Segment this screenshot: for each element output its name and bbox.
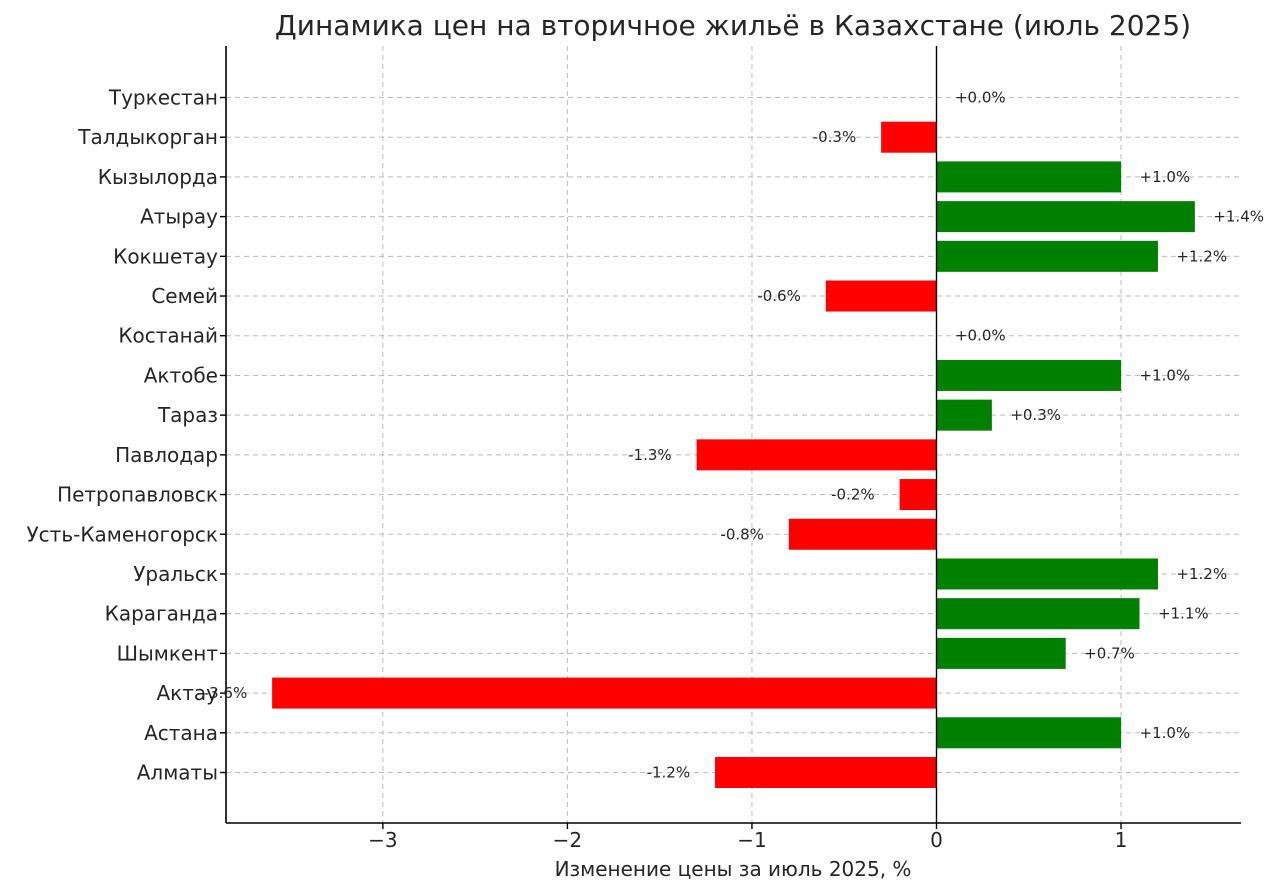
y-tick-label: Уральск [133, 562, 218, 586]
bar [936, 161, 1122, 193]
data-label: -0.3% [813, 128, 857, 146]
bar [881, 121, 937, 153]
x-tick-label: −3 [368, 828, 397, 852]
data-labels: +0.0% -0.3% +1.0% +1.4% +1.2% -0.6% +0.0% +1.0%… [204, 89, 1264, 782]
y-tick-label: Актау [156, 681, 218, 705]
y-tick-label: Кызылорда [98, 165, 218, 189]
y-tick-label: Костанай [118, 324, 218, 348]
x-tick-label: 1 [1115, 828, 1128, 852]
x-tick-label: 0 [930, 828, 943, 852]
x-axis-label: Изменение цены за июль 2025, % [555, 857, 912, 881]
bar [715, 757, 937, 788]
data-label: +0.0% [955, 89, 1006, 107]
data-label: +0.7% [1084, 644, 1135, 662]
y-tick-label: Шымкент [117, 641, 219, 665]
bar [899, 479, 937, 511]
data-label: +1.0% [1140, 724, 1191, 742]
data-label: +1.4% [1213, 208, 1264, 226]
y-tick-label: Павлодар [115, 443, 218, 467]
bar [788, 518, 937, 550]
data-label: +0.0% [955, 327, 1006, 345]
y-tick-label: Алматы [137, 761, 218, 785]
bar [936, 637, 1066, 669]
data-label: -3.6% [204, 684, 248, 702]
data-label: -0.6% [757, 287, 801, 305]
data-label: -0.8% [720, 525, 764, 543]
data-label: +1.2% [1176, 565, 1227, 583]
bar [936, 558, 1158, 590]
y-tick-label: Тараз [157, 403, 218, 427]
y-tick-label: Караганда [105, 602, 218, 626]
bar [936, 717, 1122, 749]
y-tick-label: Актобе [144, 363, 218, 387]
y-tick-label: Семей [151, 284, 218, 308]
bar [936, 359, 1122, 391]
bar [272, 677, 937, 709]
bar [936, 598, 1140, 630]
y-tick-label: Астана [144, 721, 218, 745]
bar [936, 240, 1158, 272]
bar [825, 280, 937, 312]
x-tick-label: −1 [737, 828, 766, 852]
y-tick-label: Туркестан [108, 86, 218, 110]
axes: −3 −2 −1 0 1 Туркестан Талдыкорган Кызылорда Аты… [26, 46, 1241, 852]
bar [936, 399, 992, 431]
data-label: -0.2% [831, 486, 875, 504]
bar [696, 439, 937, 471]
y-tick-label: Талдыкорган [77, 125, 218, 149]
data-label: -1.3% [628, 446, 672, 464]
chart-title: Динамика цен на вторичное жильё в Казахс… [275, 9, 1191, 42]
x-tick-label: −2 [553, 828, 582, 852]
bar [936, 201, 1195, 233]
data-label: +1.0% [1140, 366, 1191, 384]
bars [272, 121, 1195, 788]
data-label: +1.0% [1140, 168, 1191, 186]
data-label: +1.2% [1176, 247, 1227, 265]
data-label: +0.3% [1010, 406, 1061, 424]
data-label: -1.2% [647, 764, 691, 782]
data-label: +1.1% [1158, 605, 1209, 623]
y-tick-label: Усть-Каменогорск [26, 522, 218, 546]
y-tick-label: Кокшетау [113, 244, 218, 268]
y-tick-label: Атырау [140, 205, 218, 229]
y-tick-label: Петропавловск [57, 483, 218, 507]
